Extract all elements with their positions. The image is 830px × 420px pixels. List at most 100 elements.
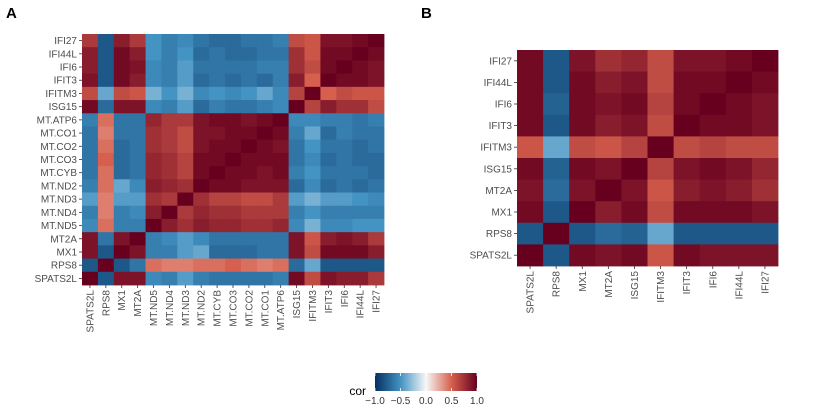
- legend-tick-label: 0.5: [445, 396, 459, 407]
- x-tick-label: SPATS2L: [526, 271, 537, 314]
- heatmap-cell: [256, 100, 274, 114]
- heatmap-cell: [517, 222, 544, 245]
- heatmap-cell: [352, 232, 369, 246]
- heatmap-cell: [129, 152, 146, 167]
- heatmap-cell: [129, 139, 146, 154]
- x-tick-label: RPS8: [101, 290, 112, 317]
- heatmap-cell: [145, 192, 162, 207]
- heatmap-cell: [225, 126, 242, 141]
- heatmap-cell: [177, 47, 194, 61]
- heatmap-cell: [240, 126, 258, 141]
- heatmap-cell: [82, 166, 99, 180]
- heatmap-cell: [145, 218, 162, 233]
- heatmap-cell: [621, 136, 648, 159]
- heatmap-cell: [177, 34, 194, 48]
- heatmap-cell: [97, 152, 115, 167]
- heatmap-cell: [209, 192, 226, 207]
- x-tick-label: MT.CYB: [213, 290, 224, 327]
- heatmap-cell: [320, 245, 337, 259]
- heatmap-cell: [161, 245, 178, 259]
- heatmap-cell: [129, 192, 146, 207]
- heatmap-cell: [352, 86, 369, 101]
- heatmap-cell: [256, 34, 274, 48]
- heatmap-cell: [673, 179, 701, 202]
- y-tick-label: IFI6: [60, 63, 78, 74]
- heatmap-cell: [647, 136, 674, 159]
- heatmap-cell: [336, 139, 353, 154]
- heatmap-cell: [272, 258, 290, 273]
- heatmap-cell: [113, 139, 131, 154]
- heatmap-cell: [272, 152, 290, 167]
- legend-colorbar: [375, 373, 477, 391]
- heatmap-cell: [272, 179, 290, 193]
- x-tick-label: IFI27: [372, 290, 383, 313]
- heatmap-cell: [113, 152, 131, 167]
- heatmap-cell: [97, 60, 115, 75]
- heatmap-cell: [240, 192, 258, 207]
- heatmap-cell: [129, 86, 146, 101]
- heatmap-cell: [352, 34, 369, 48]
- heatmap-cell: [272, 245, 290, 259]
- heatmap-cell: [517, 50, 544, 72]
- heatmap-cell: [673, 201, 701, 224]
- heatmap-cell: [129, 100, 146, 114]
- y-tick-label: IFI27: [54, 36, 77, 47]
- heatmap-cell: [517, 136, 544, 159]
- heatmap-cell: [699, 71, 727, 94]
- heatmap-cell: [288, 86, 305, 101]
- heatmap-cell: [177, 152, 194, 167]
- heatmap-cell: [82, 205, 99, 220]
- heatmap-cell: [161, 100, 178, 114]
- x-tick-label: MT.ND3: [181, 290, 192, 327]
- heatmap-cell: [82, 34, 99, 48]
- y-tick-label: MT.ND2: [41, 181, 78, 192]
- heatmap-cell: [272, 205, 290, 220]
- heatmap-cell: [161, 166, 178, 180]
- heatmap-cell: [129, 271, 146, 286]
- y-tick-label: ISG15: [484, 164, 513, 175]
- heatmap-cell: [336, 47, 353, 61]
- heatmap-cell: [336, 152, 353, 167]
- heatmap-cell: [368, 126, 385, 141]
- heatmap-cell: [225, 86, 242, 101]
- heatmap-cell: [113, 47, 131, 61]
- heatmap-cell: [113, 245, 131, 259]
- heatmap-cell: [209, 34, 226, 48]
- heatmap-cell: [569, 114, 596, 137]
- heatmap-cell: [129, 258, 146, 273]
- heatmap-cell: [621, 71, 648, 94]
- x-tick-label: IFI44L: [356, 290, 367, 319]
- heatmap-cell: [320, 192, 337, 207]
- heatmap-cell: [751, 201, 779, 224]
- heatmap-cell: [352, 113, 369, 127]
- heatmap-cell: [352, 166, 369, 180]
- heatmap-cell: [193, 179, 210, 193]
- heatmap-cell: [256, 258, 274, 273]
- y-tick-label: MT.ATP6: [37, 115, 78, 126]
- heatmap-cell: [304, 126, 321, 141]
- heatmap-cell: [161, 34, 178, 48]
- panel-label-b: B: [421, 5, 432, 22]
- heatmap-cell: [97, 258, 115, 273]
- heatmap-cell: [240, 86, 258, 101]
- heatmap-cell: [145, 258, 162, 273]
- heatmap-cell: [320, 179, 337, 193]
- x-tick-label: MT.ND4: [165, 290, 176, 327]
- heatmap-cell: [256, 152, 274, 167]
- heatmap-cell: [256, 205, 274, 220]
- heatmap-cell: [304, 139, 321, 154]
- heatmap-cell: [209, 113, 226, 127]
- x-tick-label: MT.CO3: [229, 290, 240, 327]
- heatmap-cell: [569, 93, 596, 116]
- heatmap-cell: [647, 158, 674, 180]
- heatmap-cell: [177, 113, 194, 127]
- heatmap-cell: [82, 218, 99, 233]
- heatmap-cell: [368, 179, 385, 193]
- heatmap-cell: [368, 100, 385, 114]
- heatmap-cell: [97, 232, 115, 246]
- heatmap-cell: [256, 139, 274, 154]
- heatmap-cell: [336, 34, 353, 48]
- heatmap-cell: [225, 152, 242, 167]
- heatmap-cell: [647, 179, 674, 202]
